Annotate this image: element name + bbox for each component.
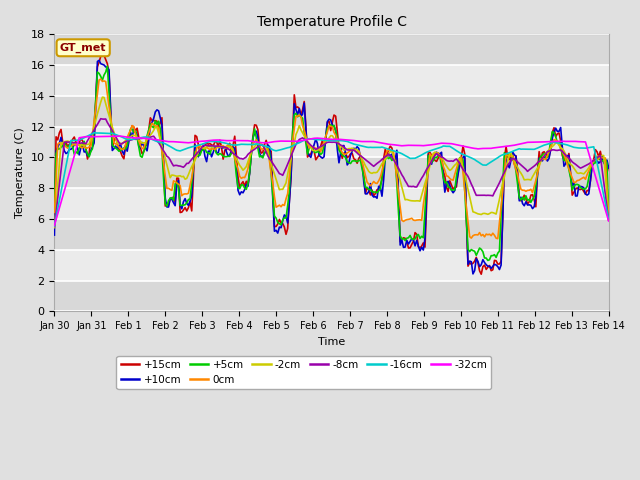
-2cm	[512, 161, 520, 167]
0cm	[507, 153, 515, 158]
+5cm	[507, 152, 515, 158]
-16cm	[175, 148, 182, 154]
Line: -2cm: -2cm	[54, 97, 609, 228]
+10cm	[57, 134, 65, 140]
Line: 0cm: 0cm	[54, 79, 609, 239]
0cm	[175, 181, 182, 187]
+15cm	[218, 144, 225, 150]
+5cm	[175, 186, 182, 192]
0cm	[514, 172, 522, 178]
+5cm	[51, 205, 58, 211]
X-axis label: Time: Time	[318, 336, 345, 347]
-8cm	[218, 144, 225, 150]
+15cm	[99, 47, 106, 53]
+10cm	[605, 165, 612, 171]
-2cm	[506, 151, 513, 157]
Bar	[54, 96, 609, 127]
+5cm	[218, 152, 225, 157]
-8cm	[605, 217, 612, 223]
0cm	[364, 180, 371, 185]
0cm	[57, 141, 65, 147]
+15cm	[514, 168, 522, 174]
+5cm	[364, 184, 371, 190]
-32cm	[512, 142, 520, 148]
+10cm	[469, 271, 477, 277]
+15cm	[51, 218, 58, 224]
Line: -32cm: -32cm	[54, 136, 609, 226]
0cm	[494, 236, 502, 241]
-2cm	[364, 166, 371, 171]
+15cm	[364, 185, 371, 191]
+10cm	[514, 175, 522, 181]
Line: +15cm: +15cm	[54, 50, 609, 274]
Legend: +15cm, +10cm, +5cm, 0cm, -2cm, -8cm, -16cm, -32cm: +15cm, +10cm, +5cm, 0cm, -2cm, -8cm, -16…	[116, 356, 491, 389]
-2cm	[218, 144, 225, 150]
-32cm	[364, 139, 371, 144]
+5cm	[484, 258, 492, 264]
-2cm	[175, 173, 182, 179]
-8cm	[512, 157, 520, 163]
-8cm	[51, 224, 58, 229]
-16cm	[90, 130, 98, 136]
+10cm	[507, 157, 515, 163]
-8cm	[175, 163, 182, 169]
-8cm	[506, 160, 513, 166]
-16cm	[506, 150, 513, 156]
+15cm	[57, 127, 65, 132]
+5cm	[514, 181, 522, 187]
-2cm	[51, 225, 58, 230]
Title: Temperature Profile C: Temperature Profile C	[257, 15, 406, 29]
+15cm	[477, 271, 485, 277]
Bar	[54, 35, 609, 65]
-2cm	[57, 140, 65, 145]
Bar	[54, 250, 609, 280]
-32cm	[218, 137, 225, 143]
+10cm	[364, 191, 371, 197]
Bar	[54, 188, 609, 219]
Line: -8cm: -8cm	[54, 119, 609, 227]
0cm	[218, 143, 225, 149]
Y-axis label: Temperature (C): Temperature (C)	[15, 128, 25, 218]
-32cm	[51, 223, 58, 228]
-16cm	[605, 216, 612, 222]
Line: +10cm: +10cm	[54, 60, 609, 274]
-32cm	[175, 139, 182, 145]
-32cm	[605, 218, 612, 224]
-32cm	[506, 143, 513, 149]
+10cm	[95, 58, 103, 63]
Bar	[54, 219, 609, 250]
-16cm	[512, 147, 520, 153]
0cm	[97, 76, 104, 82]
+5cm	[605, 211, 612, 216]
-16cm	[218, 139, 225, 145]
-8cm	[57, 168, 65, 173]
-32cm	[115, 133, 123, 139]
Text: GT_met: GT_met	[60, 43, 106, 53]
Bar	[54, 280, 609, 312]
-16cm	[364, 144, 371, 150]
-32cm	[57, 200, 65, 205]
Line: -16cm: -16cm	[54, 133, 609, 226]
+10cm	[218, 145, 225, 151]
-8cm	[97, 116, 104, 121]
+5cm	[57, 144, 65, 150]
0cm	[51, 209, 58, 215]
+15cm	[175, 176, 182, 181]
+15cm	[507, 153, 515, 158]
+15cm	[605, 163, 612, 169]
-16cm	[51, 223, 58, 229]
+5cm	[104, 63, 111, 69]
-2cm	[99, 95, 106, 100]
Bar	[54, 65, 609, 96]
Bar	[54, 127, 609, 157]
+10cm	[51, 232, 58, 238]
Bar	[54, 157, 609, 188]
+10cm	[175, 178, 182, 183]
-8cm	[364, 158, 371, 164]
Line: +5cm: +5cm	[54, 66, 609, 261]
-2cm	[605, 211, 612, 216]
-16cm	[57, 189, 65, 195]
0cm	[605, 217, 612, 223]
